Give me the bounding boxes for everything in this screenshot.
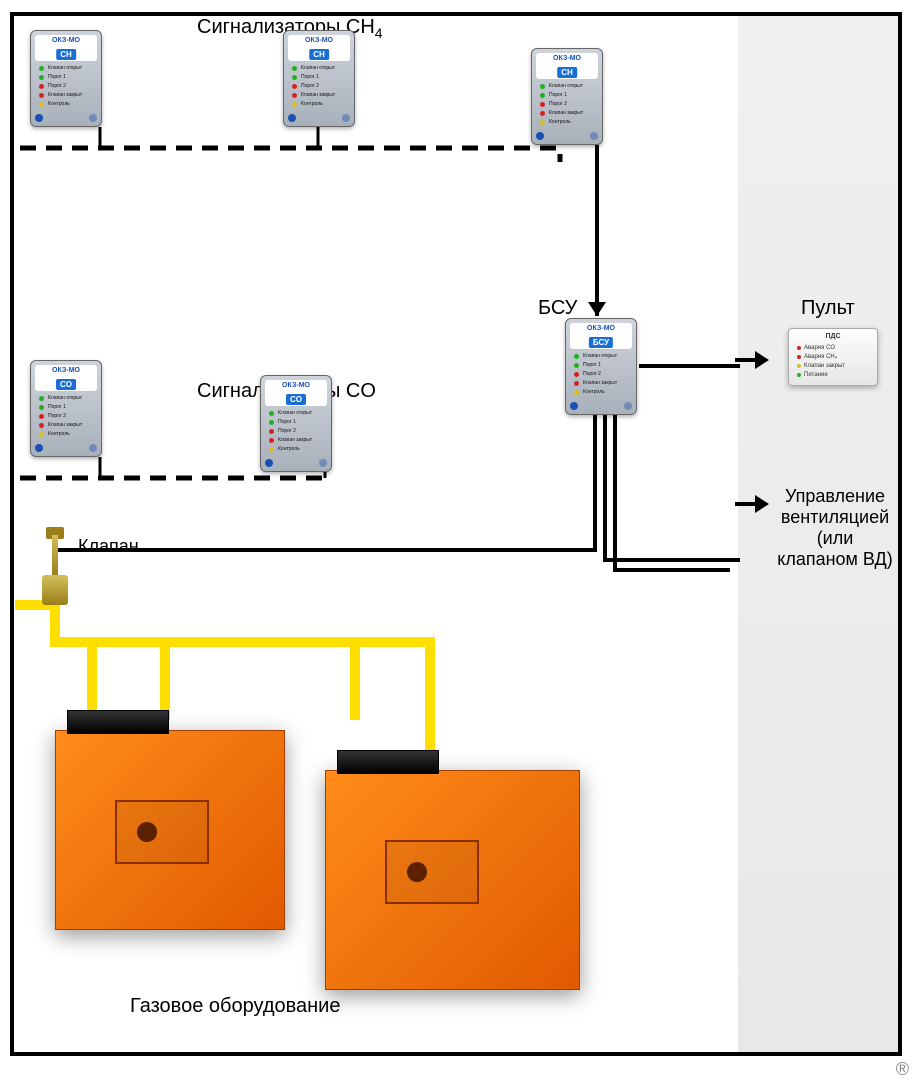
gas-detector: ОКЗ-МО CO Клапан открытПорог 1Порог 2Кла… xyxy=(260,375,332,472)
bsu-label: БСУ xyxy=(538,297,577,320)
gas-detector: ОКЗ-МО CO Клапан открытПорог 1Порог 2Кла… xyxy=(30,360,102,457)
gas-valve xyxy=(42,535,68,605)
gas-boiler xyxy=(55,730,285,930)
ventilation-label: Управление вентиляцией (или клапаном ВД) xyxy=(770,486,900,570)
gas-eq-label: Газовое оборудование xyxy=(130,995,340,1018)
gas-detector: ОКЗ-МО БСУ Клапан открытПорог 1Порог 2Кл… xyxy=(565,318,637,415)
remote-label: Пульт xyxy=(801,297,855,320)
gas-detector: ОКЗ-МО CH Клапан открытПорог 1Порог 2Кла… xyxy=(531,48,603,145)
registered-mark: ® xyxy=(896,1059,909,1080)
valve-label: Клапан xyxy=(78,536,139,557)
remote-panel: ПДС Авария CO Авария CH₄ Клапан закрыт П… xyxy=(788,328,878,386)
gas-detector: ОКЗ-МО CH Клапан открытПорог 1Порог 2Кла… xyxy=(30,30,102,127)
gas-boiler xyxy=(325,770,580,990)
gas-detector: ОКЗ-МО CH Клапан открытПорог 1Порог 2Кла… xyxy=(283,30,355,127)
